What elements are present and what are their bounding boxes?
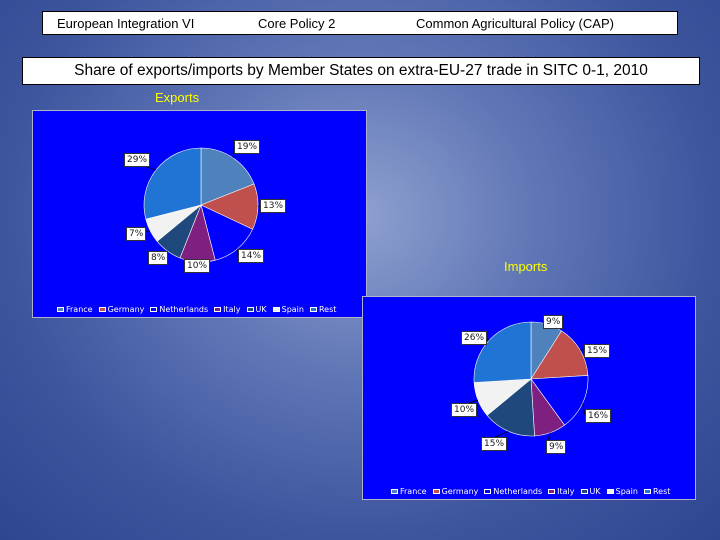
imports-legend-item-rest: Rest [643,487,671,496]
imports-legend-swatch [548,489,556,494]
exports-legend-swatch [272,307,280,312]
exports-legend-label: Italy [223,305,241,314]
imports-value-label-germany: 15% [584,344,611,358]
exports-legend-label: Germany [107,305,145,314]
imports-legend-item-spain: Spain [606,487,638,496]
imports-legend-label: France [400,487,427,496]
exports-legend-item-rest: Rest [309,305,337,314]
imports-legend-item-uk: UK [580,487,601,496]
exports-legend-label: France [66,305,93,314]
imports-value-label-france: 9% [543,315,564,329]
imports-legend-swatch [580,489,588,494]
imports-legend-item-italy: Italy [548,487,575,496]
exports-legend-label: Netherlands [159,305,209,314]
imports-value-label-rest: 26% [461,331,488,345]
exports-chart-title: Exports [155,90,200,105]
exports-legend-swatch [150,307,158,312]
imports-value-label-netherlands: 16% [585,409,612,423]
exports-leader-line [257,204,261,208]
imports-chart-panel: France Germany Netherlands Italy UK Spain Rest… [362,296,696,500]
exports-leader-line [236,248,239,256]
imports-value-label-spain: 10% [451,403,478,417]
exports-legend-swatch [309,307,317,312]
exports-legend-label: Rest [318,305,337,314]
imports-legend-swatch [432,489,440,494]
imports-leader-line [582,403,586,416]
exports-value-label-france: 19% [234,140,261,154]
imports-legend-swatch [606,489,614,494]
imports-slice-germany [530,330,589,380]
exports-legend-swatch [214,307,222,312]
exports-legend-swatch [57,307,64,312]
header-course: European Integration VI [57,16,195,31]
imports-legend-swatch [391,489,398,494]
slide-title: Share of exports/imports by Member State… [22,57,700,85]
imports-slice-rest [473,321,532,383]
exports-legend-swatch [98,307,106,312]
exports-chart-panel: France Germany Netherlands Italy UK Spain Rest… [32,110,367,318]
imports-legend-label: Spain [615,487,638,496]
exports-value-label-netherlands: 14% [238,249,265,263]
imports-legend-label: Netherlands [493,487,543,496]
exports-value-label-italy: 10% [184,259,211,273]
imports-pie-chart [450,320,589,447]
exports-legend-item-uk: UK [246,305,267,314]
imports-slice-uk [486,378,535,437]
header-topic: Common Agricultural Policy (CAP) [416,16,614,31]
exports-legend-label: Spain [281,305,304,314]
imports-legend-label: Germany [441,487,479,496]
exports-slice-france [200,147,255,206]
imports-legend: France Germany Netherlands Italy UK Spain Rest [391,487,670,496]
imports-legend-swatch [484,489,492,494]
exports-legend: France Germany Netherlands Italy UK Spain Rest [57,305,336,314]
exports-slice-rest [143,147,202,220]
header-bar: European Integration VI Core Policy 2 Co… [42,11,678,35]
exports-pie-chart [123,145,261,266]
imports-legend-item-germany: Germany [432,487,479,496]
exports-value-label-spain: 7% [126,227,147,241]
exports-leader-line [232,145,235,158]
exports-legend-label: UK [255,305,267,314]
imports-legend-label: UK [589,487,601,496]
imports-value-label-italy: 9% [546,440,567,454]
imports-legend-label: Rest [652,487,671,496]
exports-legend-item-netherlands: Netherlands [150,305,208,314]
imports-value-label-uk: 15% [481,437,508,451]
header-section: Core Policy 2 [258,16,336,31]
imports-legend-item-netherlands: Netherlands [484,487,542,496]
imports-legend-label: Italy [557,487,575,496]
exports-value-label-germany: 13% [260,199,287,213]
imports-chart-title: Imports [504,259,548,274]
exports-legend-item-spain: Spain [272,305,304,314]
exports-legend-item-france: France [57,305,93,314]
exports-legend-item-italy: Italy [214,305,241,314]
exports-legend-swatch [246,307,254,312]
exports-legend-item-germany: Germany [98,305,145,314]
imports-legend-swatch [643,489,651,494]
exports-value-label-uk: 8% [148,251,169,265]
exports-value-label-rest: 29% [124,153,151,167]
imports-legend-item-france: France [391,487,427,496]
imports-slice-netherlands [530,375,589,426]
